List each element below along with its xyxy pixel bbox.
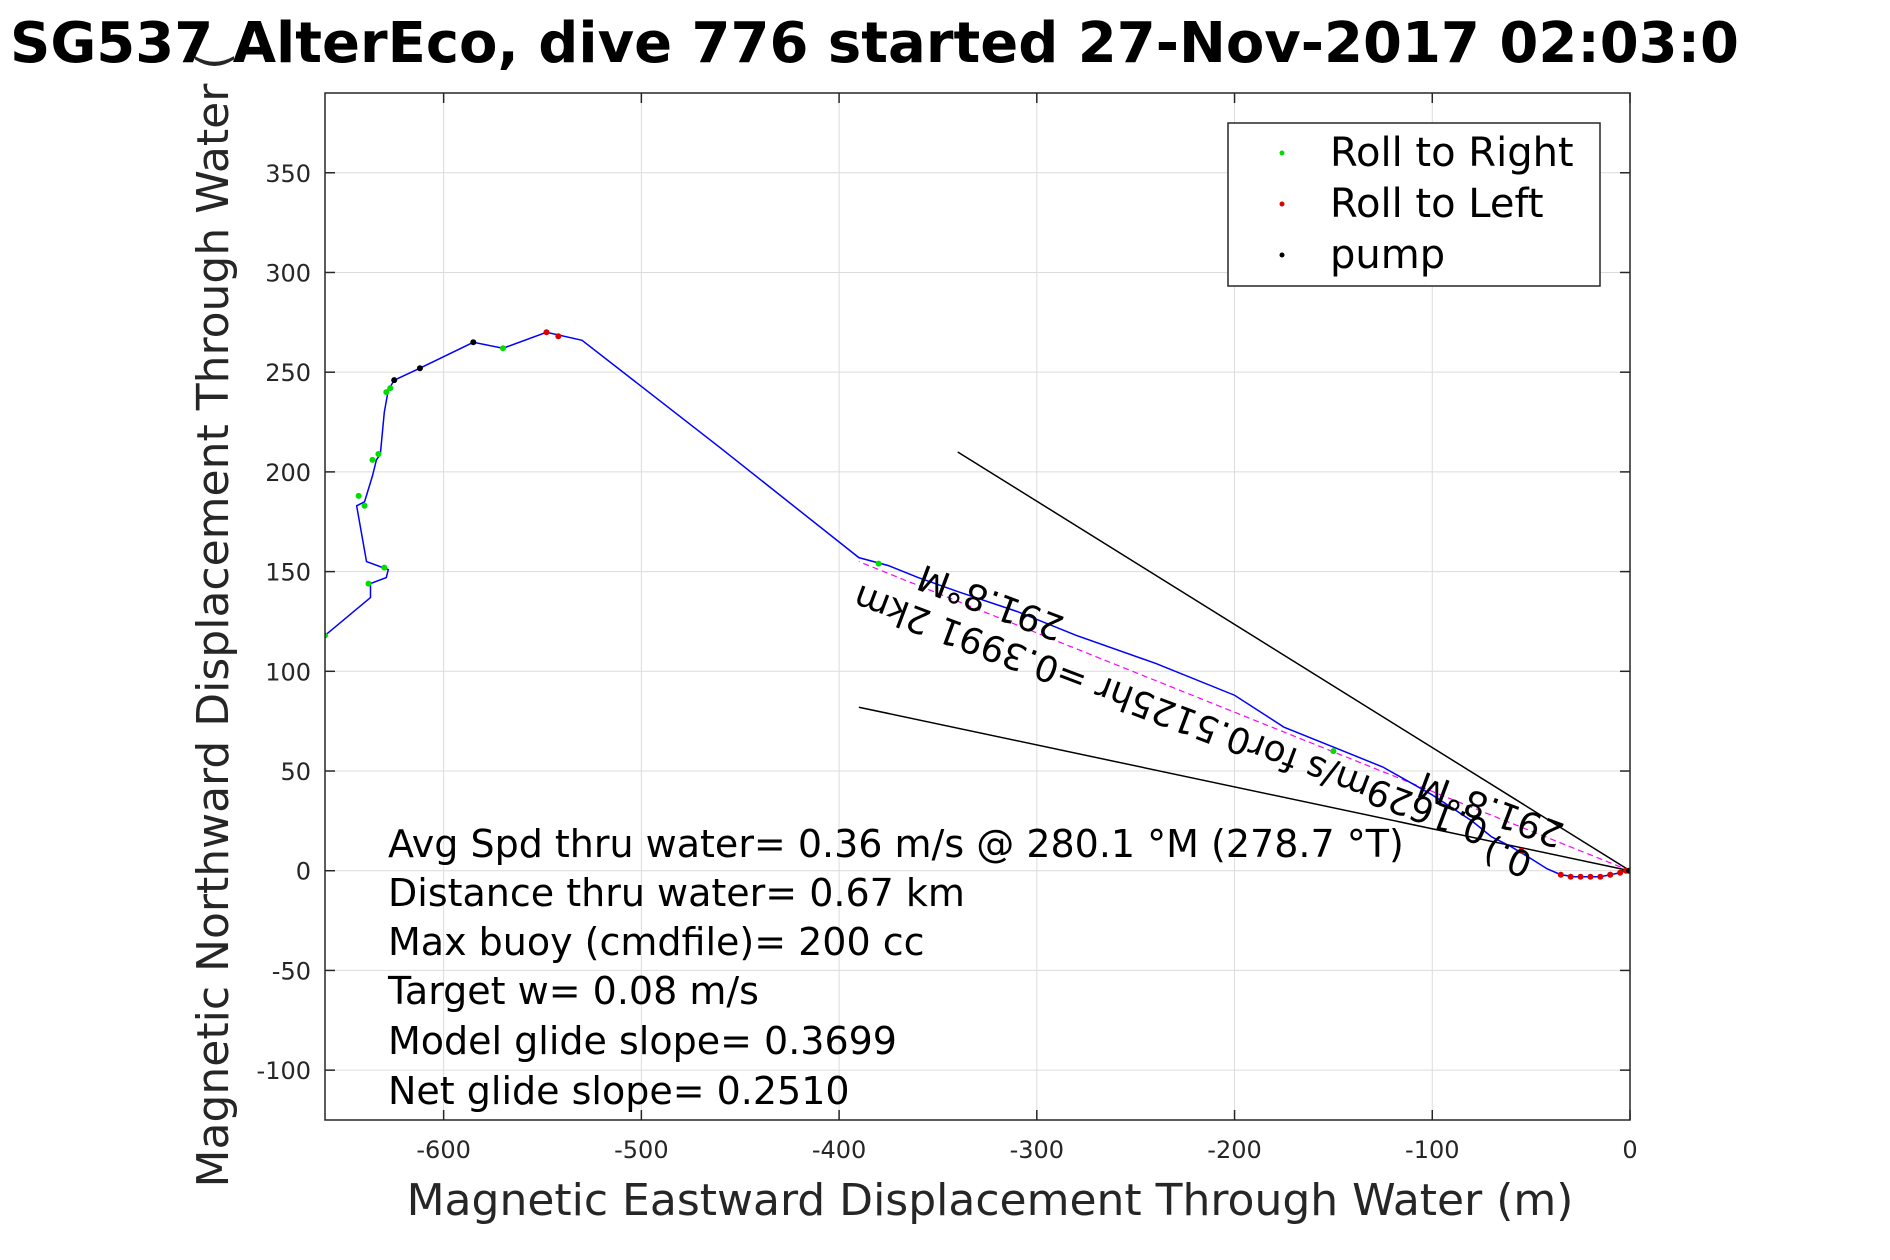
roll-left-point <box>1597 873 1604 880</box>
clipped-data <box>325 329 1630 880</box>
x-tick-label: -100 <box>1405 1136 1459 1164</box>
y-axis-label: Magnetic Northward Displacement Through … <box>188 53 239 1188</box>
y-tick-label: 200 <box>265 459 311 487</box>
pump-point <box>470 339 477 346</box>
roll-left-point <box>1577 873 1584 880</box>
roll-right-point <box>365 580 372 587</box>
roll-right-point <box>387 385 394 392</box>
stat-avg-speed: Avg Spd thru water= 0.36 m/s @ 280.1 °M … <box>388 822 1404 866</box>
current-vector-line <box>858 706 1630 872</box>
y-tick-label: 300 <box>265 259 311 287</box>
reference-track-line <box>858 561 1630 872</box>
pump-point <box>391 377 398 384</box>
roll-right-point <box>369 456 376 463</box>
roll-right-point <box>381 564 388 571</box>
roll-right-point <box>499 345 506 352</box>
x-tick-label: -300 <box>1010 1136 1064 1164</box>
roll-left-point <box>555 333 562 340</box>
x-tick-label: -200 <box>1207 1136 1261 1164</box>
stat-max-buoy: Max buoy (cmdfile)= 200 cc <box>388 920 925 964</box>
roll-right-point <box>375 450 382 457</box>
plot-frame <box>324 92 1631 1121</box>
data-marks <box>325 329 1630 880</box>
roll-left-point <box>1587 873 1594 880</box>
y-tick-label: 0 <box>296 858 311 886</box>
x-axis-label: Magnetic Eastward Displacement Through W… <box>407 1175 1574 1226</box>
legend-marker-pump <box>1279 252 1285 258</box>
y-tick-labels: -100 -50 0 50 100 150 200 250 300 350 <box>257 160 311 1085</box>
legend-label-roll-right: Roll to Right <box>1330 130 1574 176</box>
chart-title: SG537 AlterEco, dive 776 started 27-Nov-… <box>10 11 1739 76</box>
roll-left-point <box>1518 847 1525 854</box>
legend: Roll to Right Roll to Left pump <box>1227 122 1601 287</box>
roll-right-point <box>383 389 390 396</box>
y-tick-label: 250 <box>265 359 311 387</box>
legend-marker-roll-left <box>1279 201 1285 207</box>
pump-point <box>1626 867 1630 874</box>
current-vector-line <box>957 451 1630 872</box>
roll-left-point <box>1557 871 1564 878</box>
x-tick-label: 0 <box>1622 1136 1637 1164</box>
roll-right-point <box>355 492 362 499</box>
roll-left-point <box>1617 869 1624 876</box>
roll-right-point <box>875 560 882 567</box>
stats-block: Avg Spd thru water= 0.36 m/s @ 280.1 °M … <box>387 822 1404 1113</box>
roll-left-point <box>1607 871 1614 878</box>
track-line <box>325 331 1630 878</box>
roll-left-point <box>1567 873 1574 880</box>
legend-marker-roll-right <box>1279 150 1285 156</box>
roll-right-point <box>361 502 368 509</box>
y-tick-label: 150 <box>265 559 311 587</box>
legend-label-roll-left: Roll to Left <box>1330 181 1544 227</box>
legend-box <box>1227 122 1601 287</box>
x-tick-labels: -600 -500 -400 -300 -200 -100 0 <box>416 1136 1637 1164</box>
roll-left-point <box>543 329 550 336</box>
stat-model-glide-slope: Model glide slope= 0.3699 <box>388 1019 897 1063</box>
x-tick-label: -500 <box>614 1136 668 1164</box>
y-tick-label: -100 <box>257 1057 311 1085</box>
stat-distance: Distance thru water= 0.67 km <box>388 871 965 915</box>
pump-point <box>416 365 423 372</box>
y-tick-label: -50 <box>272 957 311 985</box>
x-tick-label: -600 <box>416 1136 470 1164</box>
y-tick-label: 350 <box>265 160 311 188</box>
x-tick-label: -400 <box>812 1136 866 1164</box>
stat-net-glide-slope: Net glide slope= 0.2510 <box>388 1069 850 1113</box>
roll-right-point <box>1330 748 1337 755</box>
y-tick-label: 100 <box>265 658 311 686</box>
legend-label-pump: pump <box>1330 232 1445 278</box>
y-tick-label: 50 <box>280 758 311 786</box>
stat-target-w: Target w= 0.08 m/s <box>387 969 759 1013</box>
